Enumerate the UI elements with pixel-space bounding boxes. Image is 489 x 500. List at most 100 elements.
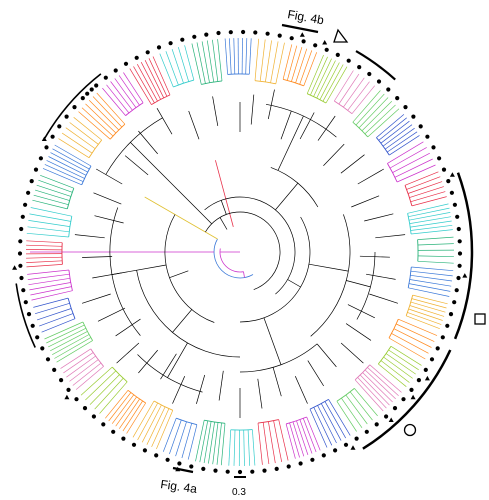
branch [26,256,63,259]
branch [118,75,140,106]
branch [65,127,96,149]
branch [196,42,206,84]
branch [116,342,140,364]
branch [296,420,309,456]
branch [310,56,328,96]
branch [138,130,158,155]
branch [340,342,364,364]
branch [195,420,205,462]
branch [409,279,452,287]
branch [38,179,73,193]
branch [144,60,165,98]
branch [54,337,91,359]
branch [345,323,372,341]
highlight-arc-square [453,172,474,340]
branch [215,160,234,228]
branch-arc [356,251,376,320]
tip-triangle [64,394,70,400]
branch [27,226,70,233]
branch [325,66,348,104]
tip-triangle [299,32,305,37]
branch [294,376,308,404]
tip-dot [29,179,34,184]
branch [81,107,114,137]
branch [146,406,166,445]
branch [80,366,113,396]
branch [409,283,451,292]
branch [352,90,381,123]
branch [408,212,451,221]
branch [411,266,454,272]
branch [323,143,345,166]
tip-dot [94,83,99,88]
branch [208,422,215,464]
branch [336,401,357,432]
branch [282,44,293,80]
fig4b-label: Fig. 4b [286,7,325,27]
branch-arc [307,93,327,104]
tree-inner-topology [30,160,254,279]
branch [338,73,360,105]
tip-dot [74,397,79,402]
branch [322,64,344,102]
branch [32,199,68,210]
tip-dot [20,214,25,219]
tip-dot [21,288,26,293]
branch [417,255,454,258]
branch [27,273,70,280]
tip-dot [19,275,24,281]
branch [34,189,70,201]
tip-dot [66,387,71,392]
branch [48,327,86,348]
branch [417,236,454,240]
branch [366,273,396,280]
branch [171,48,184,84]
colored-tip-clades [25,37,455,467]
tip-triangle [388,417,394,422]
branch [306,54,324,94]
tip-dot [38,156,44,161]
tip-dot [437,156,442,161]
branch [406,176,441,190]
branch [378,117,407,141]
branch [375,234,406,239]
branch [44,321,84,340]
branch-arc [376,137,390,156]
tip-dot [324,47,329,52]
branch [345,394,368,425]
tip-dot [89,87,94,92]
tip-dot [277,33,282,38]
tip-dot [57,124,62,129]
branch [156,108,173,135]
tip-dot [440,335,445,340]
branch [36,184,72,197]
branch [133,66,155,103]
branch-arc [68,269,73,291]
tip-dot [91,414,96,419]
branch [39,313,74,327]
branch [188,110,200,140]
branch [389,135,420,156]
branch [196,374,206,404]
branch [391,333,429,354]
branch [224,38,228,75]
tip-dot [82,406,88,411]
branch [408,308,443,321]
branch [354,379,384,412]
tip-dot [237,469,243,475]
branch [41,318,76,333]
branch [92,272,122,279]
branch-arc [82,321,93,341]
branch [123,72,144,103]
branch [46,324,85,344]
branch [383,356,413,379]
branch [129,68,152,105]
tip-dot [23,202,28,207]
branch [262,422,270,465]
branch [334,70,354,102]
branch [320,403,342,441]
branch-arc [205,211,281,290]
branch-arc [388,319,399,339]
branch [409,186,444,198]
tip-dot [44,145,49,150]
